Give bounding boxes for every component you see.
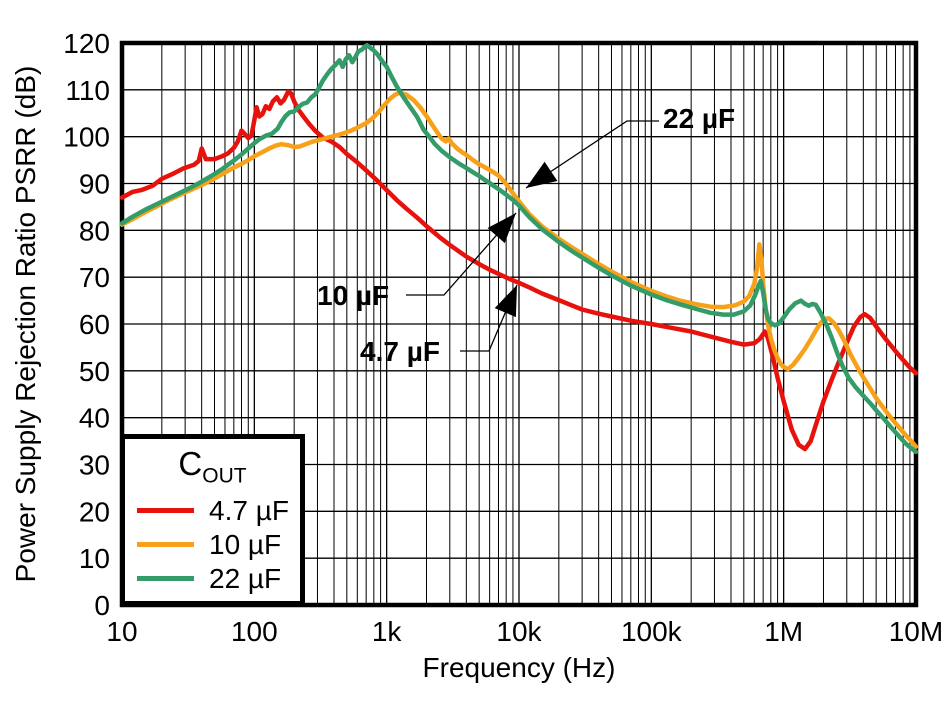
y-tick-label: 80 <box>79 215 110 246</box>
legend-title: COUT <box>125 447 300 494</box>
legend-label: 22 µF <box>209 562 282 594</box>
x-tick-label: 100k <box>621 616 683 647</box>
legend-title-main: C <box>178 445 203 482</box>
legend-swatch-red <box>137 508 194 514</box>
legend-label: 4.7 µF <box>209 494 289 526</box>
legend-item-10uf: 10 µF <box>125 528 300 562</box>
annotation-4p7uf: 4.7 µF <box>360 336 440 367</box>
legend: COUT 4.7 µF 10 µF 22 µF <box>120 434 305 606</box>
y-tick-label: 10 <box>79 543 110 574</box>
x-tick-label: 10 <box>106 616 137 647</box>
y-tick-label: 70 <box>79 262 110 293</box>
curve-22F <box>119 43 919 455</box>
y-tick-label: 110 <box>65 75 110 106</box>
y-tick-label: 20 <box>79 496 110 527</box>
annotation-leader <box>406 212 517 296</box>
annotation-arrowhead <box>494 285 517 318</box>
y-tick-label: 100 <box>63 122 110 153</box>
y-tick-label: 120 <box>63 28 110 59</box>
legend-title-sub: OUT <box>202 464 247 488</box>
annotation-arrowhead <box>487 213 516 244</box>
y-axis-title: Power Supply Rejection Ratio PSRR (dB) <box>10 65 41 583</box>
y-tick-label: 40 <box>79 403 110 434</box>
legend-swatch-orange <box>137 542 194 548</box>
annotation-10uf: 10 µF <box>317 280 390 311</box>
legend-item-4p7uf: 4.7 µF <box>125 494 300 528</box>
y-tick-label: 60 <box>79 309 110 340</box>
x-tick-label: 1k <box>372 616 403 647</box>
curve-47F <box>119 89 919 452</box>
x-tick-label: 10M <box>889 616 943 647</box>
x-tick-label: 100 <box>231 616 278 647</box>
annotation-arrowhead <box>526 161 558 188</box>
y-tick-label: 30 <box>79 450 110 481</box>
y-tick-label: 90 <box>79 169 110 200</box>
x-tick-label: 10k <box>496 616 542 647</box>
y-tick-label: 0 <box>94 590 110 621</box>
legend-swatch-green <box>137 576 194 582</box>
legend-item-22uf: 22 µF <box>125 562 300 596</box>
y-tick-label: 50 <box>79 356 110 387</box>
legend-label: 10 µF <box>209 528 282 560</box>
annotation-22uf: 22 µF <box>663 103 736 134</box>
x-tick-label: 1M <box>764 616 803 647</box>
curve-10F <box>119 90 919 449</box>
annotation-leader <box>525 120 659 189</box>
plot-frame <box>119 40 919 608</box>
x-axis-title: Frequency (Hz) <box>422 652 616 683</box>
